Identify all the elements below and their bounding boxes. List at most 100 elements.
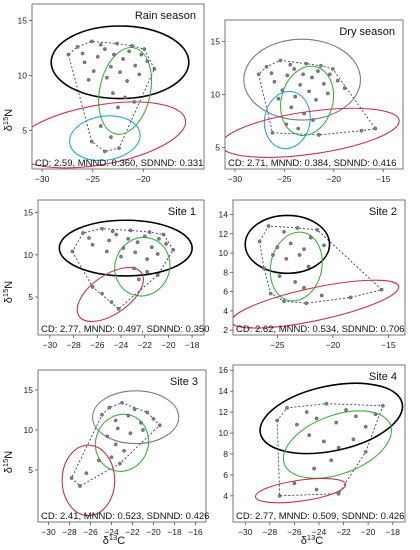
- data-point: [272, 79, 277, 84]
- data-point: [276, 96, 281, 101]
- y-tick-label: 12: [219, 407, 229, 417]
- data-point: [269, 71, 274, 76]
- niche-ellipse: [244, 214, 331, 275]
- data-point: [330, 67, 335, 71]
- y-tick-label: 15: [18, 16, 28, 26]
- x-tick-label: −30: [35, 174, 50, 184]
- data-point: [270, 130, 275, 135]
- data-point: [288, 62, 293, 67]
- y-tick-label: 5: [28, 465, 33, 475]
- data-point: [100, 412, 104, 417]
- data-point: [293, 94, 298, 99]
- data-point: [116, 306, 121, 311]
- data-point: [145, 269, 149, 274]
- data-point: [90, 285, 95, 289]
- data-point: [277, 274, 282, 279]
- data-point: [147, 230, 152, 234]
- y-tick-label: 14: [219, 209, 229, 219]
- data-point: [301, 72, 305, 77]
- data-point: [304, 61, 308, 66]
- plot-frame: [232, 199, 406, 336]
- y-axis-label-top: δ15N: [1, 109, 15, 131]
- x-tick-label: −20: [161, 340, 176, 350]
- x-tick-label: −22: [138, 340, 153, 350]
- x-tick-label: −18: [386, 527, 401, 537]
- niche-ellipse: [282, 410, 393, 479]
- y-axis-label-middle: δ15N: [1, 281, 15, 303]
- data-point: [298, 83, 303, 87]
- y-tick-label: 10: [24, 425, 34, 435]
- y-tick-label: 5: [22, 126, 27, 136]
- panel-rain-season: −30 −25 −20 5 10 15 Rain season CD: 2.59, MNND:…: [18, 3, 205, 184]
- data-point: [334, 420, 339, 425]
- data-point: [136, 277, 141, 282]
- data-point: [132, 266, 136, 271]
- niche-ellipse: [76, 266, 144, 323]
- data-point: [307, 89, 311, 94]
- data-point: [107, 405, 112, 410]
- y-tick-label: 15: [24, 208, 34, 218]
- y-tick-label: 6: [223, 287, 228, 297]
- y-tick-label: 14: [219, 386, 229, 396]
- data-point: [109, 135, 113, 139]
- data-point: [116, 105, 120, 110]
- metrics-label: CD: 2.59, MNND: 0.360, SDNND: 0.331: [35, 158, 203, 169]
- panel-site-1: −30 −28 −26 −24 −22 −20 −18 5 10 15 Site 1 CD: 2.77…: [24, 199, 209, 350]
- data-point: [87, 236, 91, 240]
- x-tick-label: −16: [188, 527, 203, 537]
- data-point: [121, 57, 125, 61]
- plot-frame: [37, 369, 207, 523]
- convex-hull: [276, 403, 384, 497]
- data-point: [142, 47, 147, 51]
- niche-ellipse: [58, 219, 193, 277]
- panel-site-4: −30 −28 −26 −24 −22 −20 −18 4 6 8 10 12 14 16 Site 4 CD…: [219, 364, 406, 537]
- data-point: [121, 246, 126, 250]
- y-tick-label: 12: [219, 229, 229, 239]
- data-point: [282, 299, 286, 304]
- x-axis-label-left: δ13C: [103, 533, 125, 547]
- x-tick-label: −30: [228, 174, 243, 184]
- data-point: [75, 45, 80, 49]
- convex-hull: [71, 228, 174, 310]
- data-point: [155, 252, 160, 256]
- x-tick-label: −26: [83, 527, 98, 537]
- data-point: [145, 257, 149, 261]
- plot-area: [32, 25, 190, 169]
- data-point: [275, 418, 280, 423]
- panel-title: Dry season: [339, 26, 395, 38]
- data-point: [141, 428, 145, 432]
- data-point: [81, 231, 85, 235]
- data-point: [314, 487, 319, 492]
- y-tick-label: 10: [211, 90, 221, 100]
- panel-site-3: −30 −28 −26 −24 −22 −20 −18 −16 5 10 15 Site 3 CD: 2…: [24, 369, 209, 537]
- data-point: [324, 401, 329, 406]
- niche-ellipse: [92, 390, 180, 445]
- plot-frame: [31, 3, 205, 170]
- data-point: [98, 42, 103, 47]
- niche-ellipse: [50, 25, 190, 100]
- data-point: [285, 73, 290, 78]
- data-point: [264, 64, 269, 69]
- x-axis-label-right: δ13C: [301, 533, 323, 547]
- data-point: [115, 41, 119, 46]
- data-point: [359, 128, 364, 133]
- data-point: [118, 461, 122, 466]
- data-point: [280, 88, 285, 93]
- data-point: [329, 458, 334, 463]
- data-point: [130, 43, 135, 48]
- y-tick-label: 8: [223, 449, 228, 459]
- data-point: [102, 47, 107, 51]
- panel-site-2: −25 −20 −15 2 4 6 8 10 12 14 Site 2 CD: 2.62, MNND:…: [219, 199, 406, 350]
- data-point: [125, 79, 129, 83]
- data-point: [91, 69, 96, 73]
- data-point: [109, 64, 113, 69]
- data-point: [151, 416, 156, 421]
- x-tick-label: −28: [263, 527, 278, 537]
- y-axis-label-bottom: δ15N: [1, 451, 15, 473]
- data-point: [304, 410, 309, 414]
- plot-area: [254, 382, 404, 504]
- data-point: [105, 75, 109, 80]
- data-point: [322, 439, 326, 444]
- data-point: [327, 72, 332, 77]
- y-tick-label: 10: [18, 71, 28, 81]
